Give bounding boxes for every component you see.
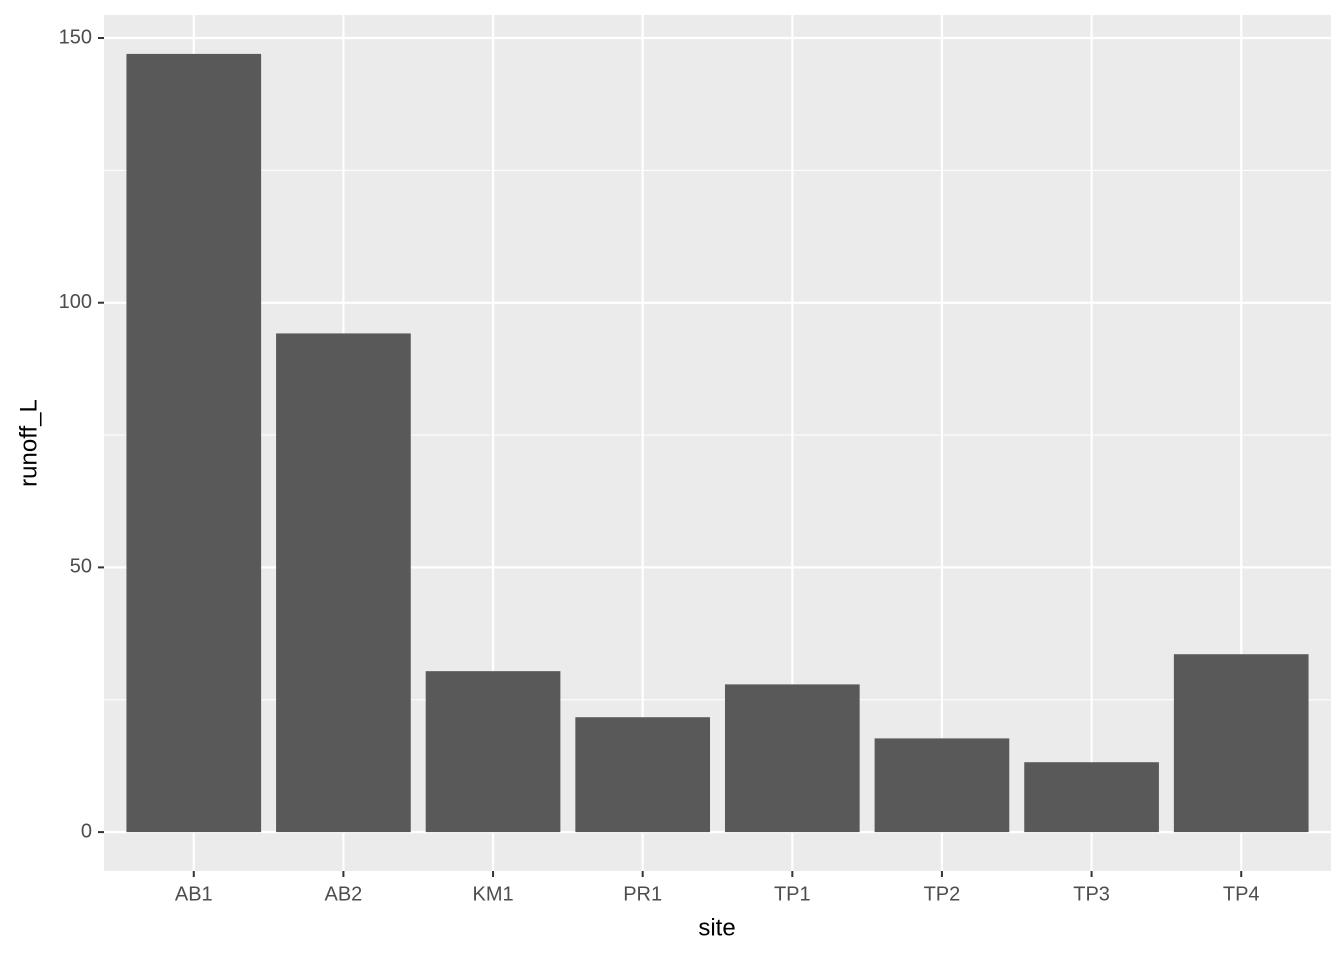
bar xyxy=(874,738,1010,833)
bar xyxy=(276,333,411,833)
y-tick-label: 0 xyxy=(81,820,92,842)
x-tick-label: TP2 xyxy=(924,883,961,905)
y-tick-label: 150 xyxy=(59,26,92,48)
y-tick-label: 100 xyxy=(59,291,92,313)
x-tick-label: PR1 xyxy=(623,883,662,905)
x-tick-label: TP3 xyxy=(1073,883,1110,905)
bar xyxy=(126,53,262,833)
bar xyxy=(1024,762,1159,833)
y-tick-label: 50 xyxy=(70,556,92,578)
x-tick-label: AB2 xyxy=(325,883,363,905)
x-tick-label: KM1 xyxy=(472,883,513,905)
x-tick-label: TP1 xyxy=(774,883,811,905)
x-axis-title: site xyxy=(698,914,735,941)
bar xyxy=(425,671,561,833)
x-tick-label: AB1 xyxy=(175,883,213,905)
bar xyxy=(1173,654,1309,833)
y-axis-title: runoff_L xyxy=(15,399,42,487)
x-tick-label: TP4 xyxy=(1223,883,1260,905)
bar xyxy=(575,717,711,833)
bar xyxy=(724,684,860,833)
